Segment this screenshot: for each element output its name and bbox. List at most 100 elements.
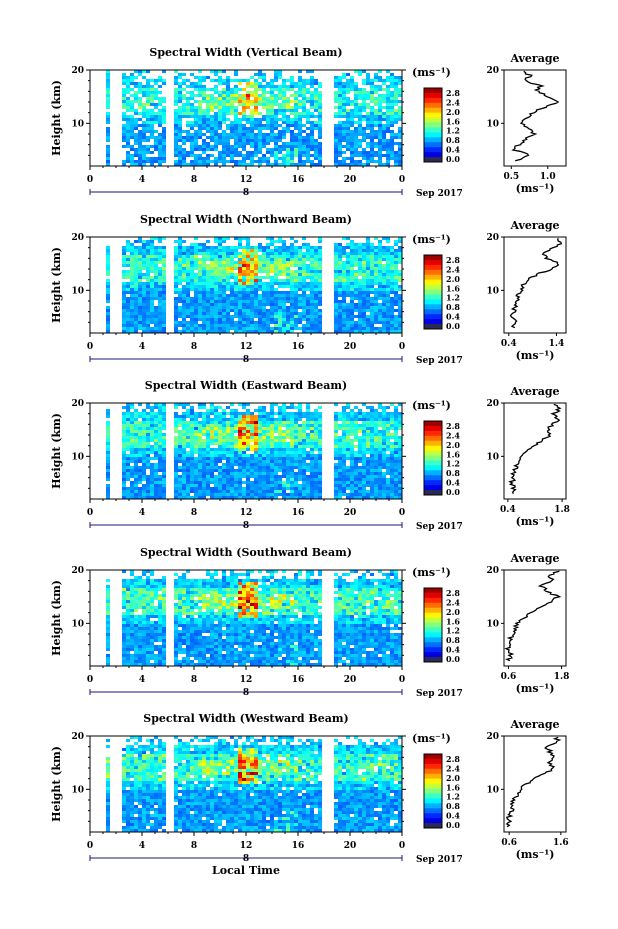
heatmap-cell <box>358 124 362 127</box>
heatmap-cell <box>182 148 186 151</box>
heatmap-cell <box>386 106 390 109</box>
heatmap-cell <box>290 294 294 297</box>
heatmap-cell <box>334 249 338 252</box>
heatmap-cell <box>174 330 178 333</box>
heatmap-cell <box>158 490 162 493</box>
heatmap-cell <box>186 246 190 249</box>
heatmap-cell <box>250 249 254 252</box>
heatmap-cell <box>382 136 386 139</box>
heatmap-cell <box>334 100 338 103</box>
heatmap-cell <box>126 79 130 82</box>
colorbar-swatch <box>424 102 442 109</box>
heatmap-cell <box>290 288 294 291</box>
heatmap-cell <box>214 240 218 243</box>
heatmap-cell <box>226 421 230 424</box>
heatmap-cell <box>198 70 202 73</box>
heatmap-cell <box>186 439 190 442</box>
heatmap-cell <box>246 94 250 97</box>
heatmap-cell <box>298 91 302 94</box>
heatmap-cell <box>190 121 194 124</box>
heatmap-cell <box>210 249 214 252</box>
heatmap-cell <box>142 469 146 472</box>
heatmap-cell <box>254 85 258 88</box>
heatmap-cell <box>234 321 238 324</box>
heatmap-cell <box>206 160 210 163</box>
heatmap-cell <box>378 249 382 252</box>
heatmap-cell <box>182 115 186 118</box>
heatmap-cell <box>202 463 206 466</box>
heatmap-cell <box>294 439 298 442</box>
heatmap-cell <box>294 309 298 312</box>
heatmap-cell <box>126 466 130 469</box>
heatmap-cell <box>290 76 294 79</box>
heatmap-cell <box>298 252 302 255</box>
heatmap-cell <box>242 300 246 303</box>
heatmap-cell <box>106 490 110 493</box>
heatmap-cell <box>222 427 226 430</box>
heatmap-cell <box>126 330 130 333</box>
heatmap-cell <box>222 457 226 460</box>
heatmap-cell <box>134 255 138 258</box>
heatmap-cell <box>130 79 134 82</box>
heatmap-cell <box>122 415 126 418</box>
heatmap-cell <box>314 100 318 103</box>
heatmap-cell <box>342 124 346 127</box>
heatmap-cell <box>134 478 138 481</box>
heatmap-cell <box>246 315 250 318</box>
heatmap-cell <box>286 124 290 127</box>
heatmap-cell <box>286 327 290 330</box>
heatmap-cell <box>370 136 374 139</box>
colorbar-tick-label: 0.0 <box>446 321 460 331</box>
heatmap-cell <box>274 403 278 406</box>
heatmap-cell <box>302 145 306 148</box>
heatmap-cell <box>386 139 390 142</box>
colorbar-swatch <box>424 269 442 276</box>
heatmap-cell <box>134 151 138 154</box>
heatmap-cell <box>398 127 402 130</box>
heatmap-cell <box>382 312 386 315</box>
heatmap-cell <box>186 327 190 330</box>
heatmap-cell <box>302 303 306 306</box>
heatmap-cell <box>158 273 162 276</box>
heatmap-cell <box>206 252 210 255</box>
heatmap-cell <box>282 142 286 145</box>
heatmap-cell <box>238 124 242 127</box>
heatmap-cell <box>242 421 246 424</box>
heatmap-cell <box>358 291 362 294</box>
heatmap-cell <box>222 282 226 285</box>
heatmap-cell <box>130 315 134 318</box>
heatmap-cell <box>294 91 298 94</box>
heatmap-cell <box>390 330 394 333</box>
heatmap-cell <box>270 403 274 406</box>
heatmap-cell <box>194 439 198 442</box>
heatmap-cell <box>150 258 154 261</box>
heatmap-cell <box>294 327 298 330</box>
heatmap-cell <box>218 91 222 94</box>
heatmap-cell <box>366 157 370 160</box>
heatmap-cell <box>226 463 230 466</box>
heatmap-cell <box>190 106 194 109</box>
heatmap-cell <box>206 412 210 415</box>
heatmap-cell <box>246 430 250 433</box>
heatmap-cell <box>386 97 390 100</box>
heatmap-cell <box>154 88 158 91</box>
heatmap-cell <box>294 448 298 451</box>
heatmap-cell <box>146 94 150 97</box>
heatmap-cell <box>286 252 290 255</box>
heatmap-cell <box>222 70 226 73</box>
heatmap-cell <box>362 157 366 160</box>
heatmap-cell <box>130 306 134 309</box>
heatmap-cell <box>294 475 298 478</box>
heatmap-cell <box>354 315 358 318</box>
heatmap-cell <box>302 327 306 330</box>
heatmap-cell <box>254 418 258 421</box>
heatmap-cell <box>270 279 274 282</box>
heatmap-cell <box>346 127 350 130</box>
heatmap-cell <box>278 130 282 133</box>
heatmap-cell <box>246 163 250 166</box>
heatmap-cell <box>314 264 318 267</box>
heatmap-cell <box>318 133 322 136</box>
heatmap-cell <box>194 318 198 321</box>
heatmap-cell <box>258 457 262 460</box>
heatmap-cell <box>390 148 394 151</box>
